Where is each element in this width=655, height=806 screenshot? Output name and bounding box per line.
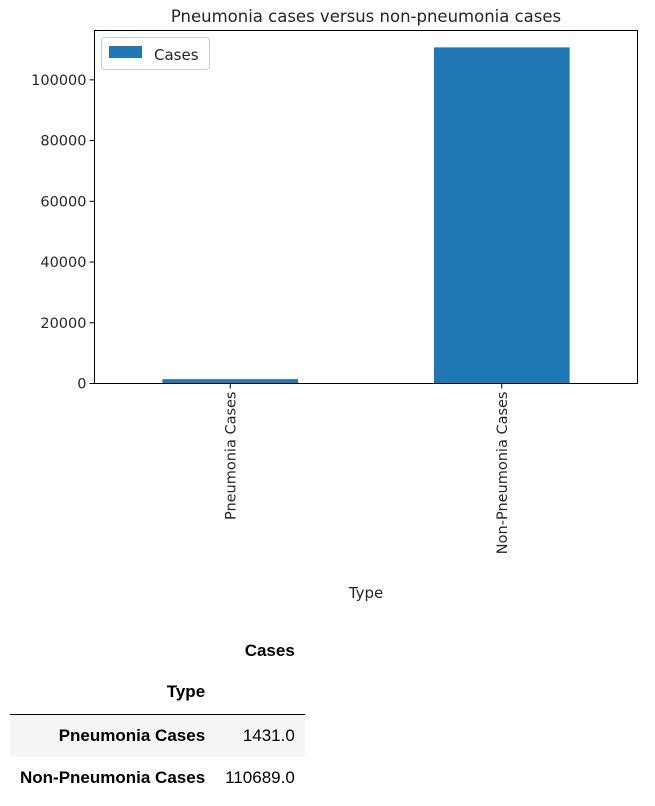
- table-index-name-row: Type: [10, 670, 305, 715]
- column-header: Cases: [244, 641, 295, 660]
- chart-title: Pneumonia cases versus non-pneumonia cas…: [171, 7, 561, 26]
- x-axis-label: Type: [348, 584, 383, 602]
- bars: [162, 47, 570, 384]
- x-axis: Pneumonia Cases Non-Pneumonia Cases: [223, 383, 511, 555]
- row-value: 110689.0: [225, 768, 295, 787]
- y-tick-label: 40000: [40, 255, 86, 271]
- row-value: 1431.0: [215, 714, 305, 757]
- row-label: Pneumonia Cases: [10, 714, 216, 757]
- plot-frame: [94, 30, 638, 384]
- legend-box: [101, 37, 210, 70]
- table-corner: [10, 632, 215, 670]
- legend-swatch: [109, 46, 142, 58]
- row-label: Non-Pneumonia Cases: [20, 768, 206, 787]
- index-name-spacer: [215, 670, 305, 715]
- legend: Cases: [101, 37, 210, 70]
- table-row: Non-Pneumonia Cases 110689.0: [10, 757, 305, 799]
- y-tick-label: 20000: [40, 316, 86, 332]
- table-row: Pneumonia Cases 1431.0: [10, 714, 305, 757]
- data-table: Cases Type Pneumonia Cases 1431.0 Non-Pn…: [10, 632, 305, 799]
- y-axis: 0 20000 40000 60000 80000 100000: [31, 73, 95, 393]
- index-name: Type: [166, 682, 206, 701]
- bar: [162, 379, 299, 384]
- y-tick-label: 80000: [40, 134, 86, 150]
- x-tick-label: Non-Pneumonia Cases: [495, 392, 511, 555]
- legend-label: Cases: [154, 46, 199, 64]
- x-tick-label: Pneumonia Cases: [223, 392, 239, 521]
- y-tick-label: 60000: [40, 194, 86, 210]
- bar: [433, 47, 570, 384]
- y-tick-label: 100000: [31, 73, 86, 89]
- y-tick-label: 0: [77, 377, 86, 393]
- table-header-row: Cases: [10, 632, 305, 670]
- bar-chart: Pneumonia cases versus non-pneumonia cas…: [31, 7, 638, 602]
